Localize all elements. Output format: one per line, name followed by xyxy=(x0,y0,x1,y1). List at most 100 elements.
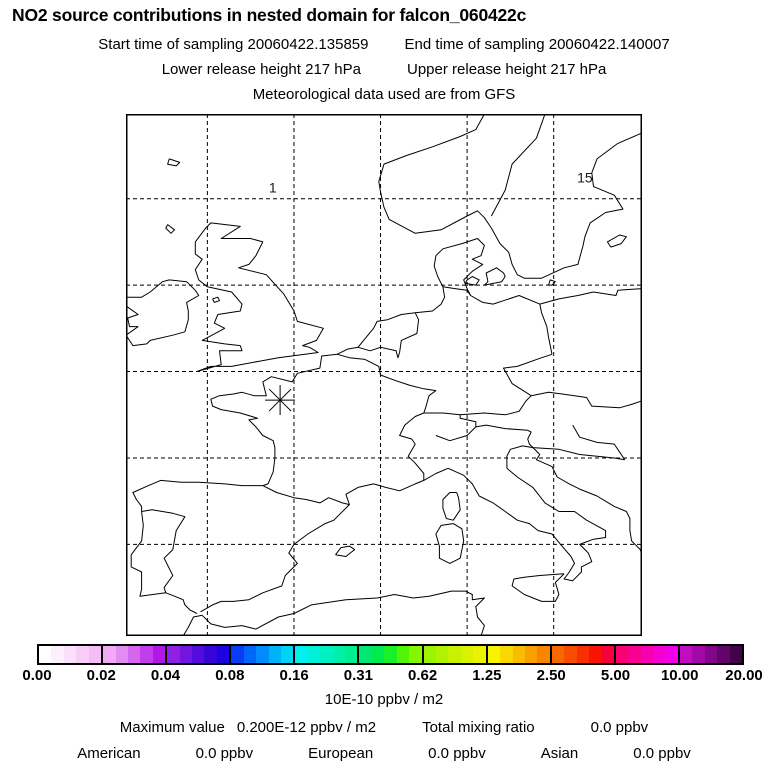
colorbar-cell xyxy=(256,646,269,663)
coastline xyxy=(335,545,356,557)
colorbar-cell xyxy=(704,646,718,663)
colorbar-cell xyxy=(564,646,577,663)
colorbar-cell xyxy=(371,646,385,663)
colorbar-cell xyxy=(460,646,474,663)
coastline xyxy=(435,523,465,564)
colorbar-cell xyxy=(152,646,166,663)
country-border xyxy=(141,509,186,593)
source-contributions-line: American 0.0 ppbv European 0.0 ppbv Asia… xyxy=(0,745,768,762)
country-border xyxy=(531,391,642,409)
colorbar-cell xyxy=(167,646,180,663)
colorbar-cell xyxy=(448,646,461,663)
colorbar-cell xyxy=(179,646,193,663)
coastline xyxy=(130,238,642,614)
country-border xyxy=(337,353,437,481)
colorbar-tick: 0.00 xyxy=(22,667,52,684)
colorbar-tick: 2.50 xyxy=(536,667,566,684)
map-point-label: 1 xyxy=(269,180,277,196)
coastline xyxy=(200,445,642,613)
coastline xyxy=(201,590,485,636)
colorbar-cell xyxy=(653,646,666,663)
coastline xyxy=(442,492,461,521)
coastline xyxy=(165,224,175,234)
colorbar-cell xyxy=(423,646,436,663)
colorbar-cell xyxy=(88,646,102,663)
coastline xyxy=(167,158,181,167)
colorbar-cell xyxy=(487,646,501,663)
sampling-times-line: Start time of sampling 20060422.135859 E… xyxy=(0,36,768,53)
colorbar-segment xyxy=(615,646,680,663)
page-title: NO2 source contributions in nested domai… xyxy=(12,5,527,25)
country-border xyxy=(460,395,532,416)
source-american-value: 0.0 ppbv xyxy=(195,745,254,762)
coastline xyxy=(484,267,506,286)
colorbar-cell xyxy=(717,646,730,663)
coastline xyxy=(212,296,220,303)
country-border xyxy=(262,485,350,506)
europe-map-svg: 1 15 xyxy=(126,114,642,636)
colorbar-tick: 10.00 xyxy=(660,667,699,684)
colorbar-cell xyxy=(140,646,153,663)
colorbar-cell xyxy=(628,646,641,663)
colorbar-cell xyxy=(345,646,358,663)
colorbar-cell xyxy=(601,646,614,663)
colorbar-tick: 0.16 xyxy=(279,667,309,684)
colorbar-segment xyxy=(295,646,360,663)
colorbar-cell xyxy=(39,646,52,663)
map-point-label: 15 xyxy=(577,169,593,185)
colorbar-tick: 0.08 xyxy=(215,667,245,684)
colorbar-cell xyxy=(280,646,294,663)
colorbar-tick: 0.31 xyxy=(343,667,373,684)
colorbar-cell xyxy=(295,646,308,663)
met-data-text: Meteorological data used are from GFS xyxy=(252,86,516,103)
colorbar-cell xyxy=(665,646,678,663)
colorbar-cell xyxy=(216,646,230,663)
colorbar-segment xyxy=(679,646,743,663)
coastline xyxy=(511,573,565,602)
total-mixing-ratio-value: 0.0 ppbv xyxy=(590,719,649,736)
colorbar-cell xyxy=(551,646,565,663)
colorbar-segment xyxy=(231,646,296,663)
colorbar-cell xyxy=(51,646,64,663)
colorbar-cell xyxy=(729,646,743,663)
colorbar-segment xyxy=(103,646,168,663)
colorbar-cell xyxy=(127,646,141,663)
colorbar-tick-labels: 0.00 0.02 0.04 0.08 0.16 0.31 0.62 1.25 2.50 5.00… xyxy=(22,667,762,687)
start-time-text: Start time of sampling 20060422.135859 xyxy=(98,36,369,53)
colorbar-cell xyxy=(692,646,705,663)
colorbar-cell xyxy=(512,646,525,663)
colorbar-cell xyxy=(640,646,654,663)
coastline xyxy=(464,276,480,286)
colorbar-cell xyxy=(615,646,629,663)
colorbar-cell xyxy=(332,646,346,663)
colorbar-cell xyxy=(243,646,257,663)
end-time-text: End time of sampling 20060422.140007 xyxy=(404,36,670,53)
colorbar-tick: 20.00 xyxy=(725,667,763,684)
country-border xyxy=(572,424,626,460)
coastline xyxy=(182,614,203,636)
coastline xyxy=(548,279,556,286)
upper-release-text: Upper release height 217 hPa xyxy=(407,61,607,78)
coastline xyxy=(194,222,324,372)
release-location-star-marker xyxy=(268,388,292,412)
colorbar-cell xyxy=(537,646,550,663)
max-value-label: Maximum value xyxy=(119,719,225,736)
met-data-line: Meteorological data used are from GFS xyxy=(0,86,768,103)
coastline xyxy=(606,234,627,248)
colorbar-tick: 0.62 xyxy=(408,667,438,684)
colorbar-cell xyxy=(473,646,486,663)
colorbar-cell xyxy=(359,646,372,663)
colorbar-cell xyxy=(115,646,128,663)
country-border xyxy=(442,286,472,296)
colorbar-cell xyxy=(396,646,410,663)
country-border xyxy=(435,426,477,442)
country-border xyxy=(532,447,625,461)
source-asian-value: 0.0 ppbv xyxy=(633,745,691,762)
colorbar-tick: 1.25 xyxy=(472,667,502,684)
source-european-label: European xyxy=(308,745,374,762)
country-border xyxy=(423,412,532,433)
country-border xyxy=(539,303,553,355)
release-heights-line: Lower release height 217 hPa Upper relea… xyxy=(0,61,768,78)
colorbar-cell xyxy=(103,646,116,663)
